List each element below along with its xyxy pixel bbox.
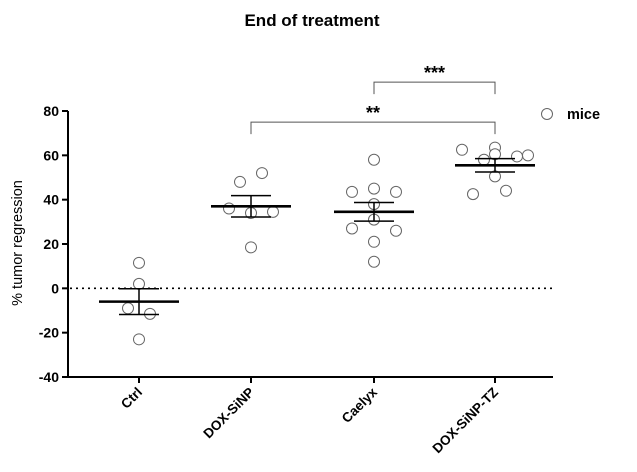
mean-sem-bars bbox=[99, 157, 535, 316]
data-point-ctrl bbox=[133, 277, 145, 290]
data-point-dox-sinp-tz bbox=[456, 143, 468, 156]
data-point-caelyx bbox=[368, 255, 380, 268]
y-tick-label: 0 bbox=[51, 280, 59, 296]
y-tick-label: 80 bbox=[43, 103, 59, 119]
significance-brackets: ***** bbox=[250, 63, 496, 135]
significance-bracket bbox=[373, 81, 496, 95]
legend-marker bbox=[541, 108, 553, 120]
data-point-caelyx bbox=[390, 224, 402, 237]
data-point-caelyx bbox=[346, 222, 358, 235]
x-tick-label: Caelyx bbox=[339, 384, 381, 426]
data-point-dox-sinp bbox=[245, 241, 257, 254]
data-point-ctrl bbox=[122, 302, 134, 315]
y-tick-label: -40 bbox=[39, 369, 59, 385]
y-tick-label: 60 bbox=[43, 147, 59, 163]
y-tick-label: 20 bbox=[43, 236, 59, 252]
y-axis-label: % tumor regression bbox=[10, 180, 26, 306]
data-point-dox-sinp-tz bbox=[511, 150, 523, 163]
data-point-ctrl bbox=[133, 333, 145, 346]
y-tick-label: 40 bbox=[43, 192, 59, 208]
data-point-dox-sinp bbox=[223, 202, 235, 215]
data-points bbox=[122, 141, 534, 346]
data-point-dox-sinp bbox=[256, 167, 268, 180]
data-point-dox-sinp-tz bbox=[467, 188, 479, 201]
x-tick-label: Ctrl bbox=[118, 385, 145, 412]
data-point-caelyx bbox=[346, 185, 358, 198]
significance-bracket bbox=[250, 121, 496, 135]
chart-title: End of treatment bbox=[244, 11, 379, 30]
data-point-dox-sinp-tz bbox=[478, 153, 490, 166]
data-point-caelyx bbox=[368, 235, 380, 248]
legend: mice bbox=[541, 107, 600, 123]
x-tick-label: DOX-SiNP-TZ bbox=[430, 385, 502, 457]
data-point-caelyx bbox=[390, 185, 402, 198]
data-point-caelyx bbox=[368, 153, 380, 166]
data-point-dox-sinp-tz bbox=[500, 184, 512, 197]
y-tick-label: -20 bbox=[39, 325, 59, 341]
data-point-dox-sinp-tz bbox=[522, 149, 534, 162]
significance-label: *** bbox=[424, 63, 445, 83]
x-tick-label: DOX-SiNP bbox=[200, 385, 257, 442]
data-point-caelyx bbox=[368, 182, 380, 195]
data-point-dox-sinp bbox=[267, 205, 279, 218]
axes: -40 -20 0 20 40 60 80 Ctrl DOX-SiNP Caelyx DOX-SiN… bbox=[39, 103, 553, 456]
data-point-dox-sinp bbox=[234, 175, 246, 188]
legend-label: mice bbox=[567, 107, 600, 123]
data-point-ctrl bbox=[133, 256, 145, 269]
significance-label: ** bbox=[366, 103, 380, 123]
